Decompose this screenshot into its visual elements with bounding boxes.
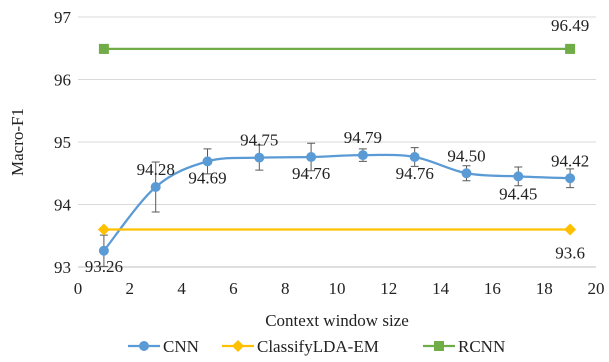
- y-tick-label: 97: [54, 8, 72, 27]
- x-tick-label: 0: [74, 279, 83, 298]
- data-point: [565, 173, 576, 184]
- x-tick-label: 18: [536, 279, 553, 298]
- x-tick-label: 6: [229, 279, 238, 298]
- data-point: [564, 223, 577, 236]
- x-axis-title: Context window size: [265, 311, 409, 330]
- x-tick-label: 12: [380, 279, 397, 298]
- data-point: [565, 43, 576, 54]
- data-label: 93.26: [85, 257, 123, 276]
- data-label: 94.76: [292, 164, 330, 183]
- data-point: [306, 152, 317, 162]
- y-axis-title: Macro-F1: [8, 108, 27, 176]
- x-tick-label: 2: [126, 279, 135, 298]
- x-tick-labels: 0 2 4 6 8 10 12 14 16 18 20: [74, 279, 605, 298]
- legend: CNN ClassifyLDA-EM RCNN: [128, 337, 505, 356]
- data-point: [150, 182, 161, 192]
- legend-item-rcnn: RCNN: [423, 337, 505, 356]
- data-label: 94.50: [447, 146, 485, 165]
- data-label: 96.49: [551, 16, 589, 35]
- legend-item-cnn: CNN: [128, 337, 199, 356]
- y-tick-label: 96: [54, 71, 71, 90]
- data-label: 94.76: [396, 164, 434, 183]
- data-point: [254, 152, 265, 163]
- x-tick-label: 4: [177, 279, 186, 298]
- data-label: 94.75: [240, 131, 278, 150]
- legend-label: RCNN: [458, 337, 505, 356]
- series-layer: [97, 43, 577, 267]
- data-point: [461, 168, 472, 179]
- data-point: [98, 43, 109, 54]
- x-tick-label: 14: [432, 279, 450, 298]
- data-point: [409, 152, 420, 162]
- series-classifylda-em: [97, 223, 577, 236]
- data-label: 94.45: [499, 184, 537, 203]
- legend-label: ClassifyLDA-EM: [257, 337, 379, 356]
- gridlines: [78, 16, 596, 268]
- series-rcnn: [98, 43, 576, 54]
- y-tick-label: 95: [54, 133, 71, 152]
- legend-item-classifylda-em: ClassifyLDA-EM: [222, 337, 379, 356]
- data-label: 94.42: [551, 151, 589, 170]
- data-labels: 93.26 94.28 94.69 94.75 94.76 94.79 94.76 94.50…: [85, 16, 589, 276]
- data-point: [97, 223, 110, 236]
- data-label: 94.79: [344, 128, 382, 147]
- legend-marker: [434, 341, 444, 351]
- y-tick-label: 93: [54, 258, 71, 277]
- series-line: [103, 153, 571, 252]
- legend-label: CNN: [163, 337, 199, 356]
- legend-marker: [232, 340, 244, 352]
- legend-marker: [139, 341, 149, 351]
- y-tick-labels: 93 94 95 96 97: [54, 8, 72, 277]
- y-tick-label: 94: [54, 196, 72, 215]
- data-point: [98, 245, 109, 256]
- data-point: [202, 156, 213, 167]
- data-point: [513, 171, 524, 182]
- x-tick-label: 8: [281, 279, 290, 298]
- x-tick-label: 20: [588, 279, 605, 298]
- data-point: [357, 150, 368, 161]
- series-cnn: [98, 142, 576, 267]
- data-label: 93.6: [555, 244, 585, 263]
- data-label: 94.69: [188, 168, 226, 187]
- data-label: 94.28: [137, 160, 175, 179]
- x-tick-label: 10: [329, 279, 346, 298]
- x-tick-label: 16: [484, 279, 501, 298]
